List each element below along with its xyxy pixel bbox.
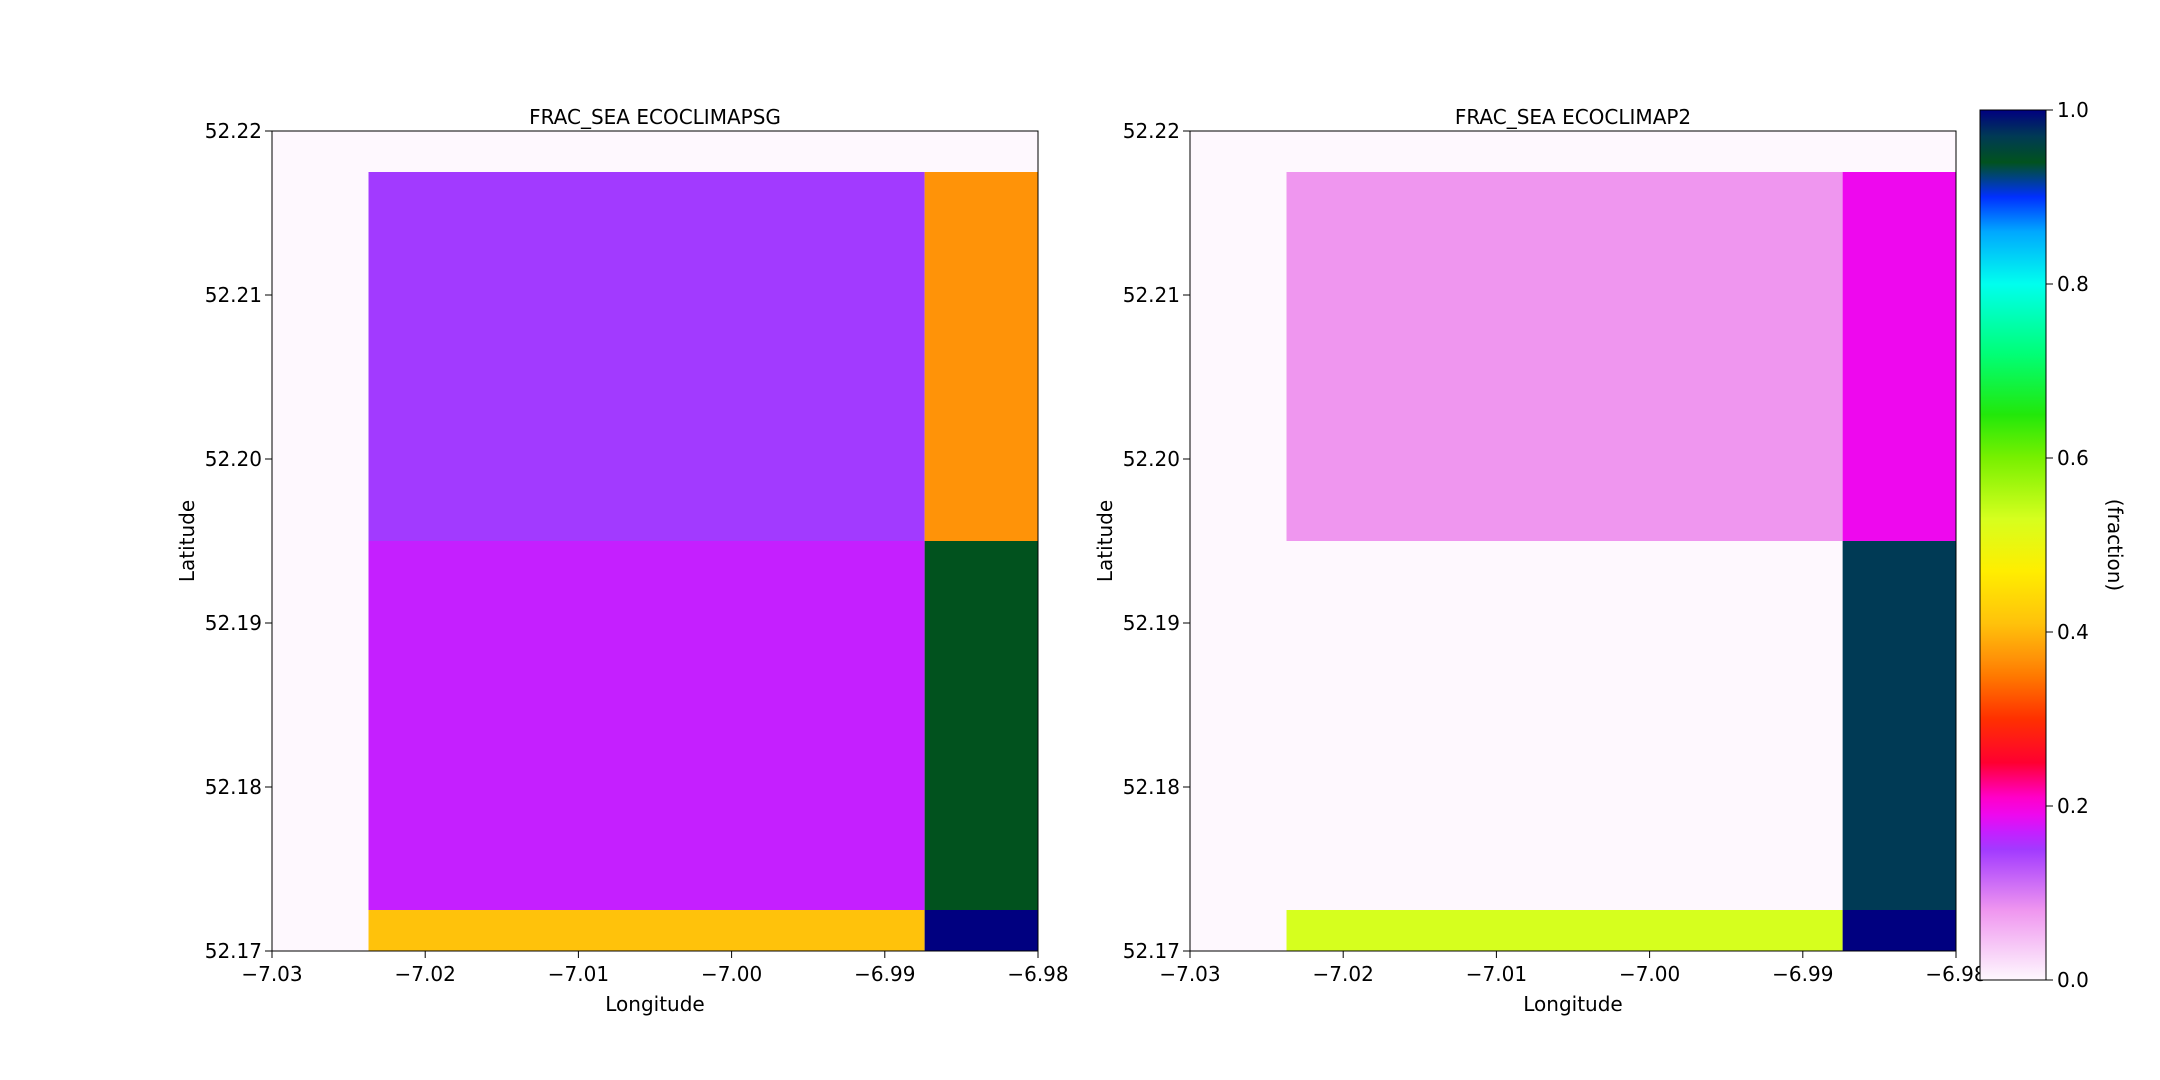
colorbar-tick-label: 0.8: [2057, 272, 2089, 296]
x-tick-label: −7.02: [1313, 962, 1374, 986]
y-tick-label: 52.21: [205, 283, 262, 307]
x-tick-label: −7.00: [1619, 962, 1680, 986]
y-tick-label: 52.17: [205, 939, 262, 963]
panel-ecoclimapsg: −7.03 −7.02 −7.01 −7.00 −6.99 −6.98 52.17 52.18…: [175, 105, 1069, 1016]
colorbar-tick-label: 0.6: [2057, 446, 2089, 470]
x-tick-label: −6.99: [1772, 962, 1833, 986]
x-tick-label: −7.02: [395, 962, 456, 986]
y-axis-label: Latitude: [1093, 500, 1117, 582]
x-tick-label: −6.99: [854, 962, 915, 986]
heatmap-cell: [924, 541, 1038, 910]
y-tick-label: 52.19: [205, 611, 262, 635]
y-axis-label: Latitude: [175, 500, 199, 582]
x-tick-label: −7.03: [241, 962, 302, 986]
x-tick-label: −7.03: [1159, 962, 1220, 986]
heatmap-cell: [924, 172, 1038, 541]
colorbar-tick-label: 1.0: [2057, 98, 2089, 122]
heatmap-cell: [924, 910, 1038, 951]
chart-title: FRAC_SEA ECOCLIMAPSG: [529, 105, 781, 129]
plot-frame: [271, 130, 1039, 952]
panel-ecoclimap2: −7.03 −7.02 −7.01 −7.00 −6.99 −6.98 52.17 52.18…: [1093, 105, 1987, 1016]
y-tick-label: 52.20: [1123, 447, 1180, 471]
y-tick-label: 52.18: [1123, 775, 1180, 799]
colorbar-tick-label: 0.0: [2057, 968, 2089, 992]
x-tick-label: −7.00: [701, 962, 762, 986]
x-axis-label: Longitude: [1523, 992, 1622, 1016]
heatmap-cell: [1842, 541, 1956, 910]
y-tick-label: 52.19: [1123, 611, 1180, 635]
heatmap-cell: [1842, 910, 1956, 951]
y-tick-label: 52.20: [205, 447, 262, 471]
colorbar-tick-label: 0.4: [2057, 620, 2089, 644]
y-tick-label: 52.21: [1123, 283, 1180, 307]
y-tick-label: 52.17: [1123, 939, 1180, 963]
heatmap-cell: [1286, 910, 1843, 951]
y-tick-label: 52.22: [1123, 119, 1180, 143]
x-axis-label: Longitude: [605, 992, 704, 1016]
x-tick-label: −7.01: [548, 962, 609, 986]
colorbar-label: (fraction): [2103, 499, 2127, 591]
heatmap-cell: [1842, 172, 1956, 541]
x-tick-label: −6.98: [1007, 962, 1068, 986]
heatmap-cell: [1286, 541, 1843, 910]
colorbar: 0.0 0.2 0.4 0.6 0.8 1.0 (fraction): [1979, 98, 2127, 992]
y-tick-label: 52.22: [205, 119, 262, 143]
y-tick-label: 52.18: [205, 775, 262, 799]
plot-frame: [1189, 130, 1957, 952]
x-tick-label: −7.01: [1466, 962, 1527, 986]
heatmap-cell: [1286, 172, 1843, 541]
colorbar-tick-label: 0.2: [2057, 794, 2089, 818]
heatmap-cell: [368, 910, 925, 951]
colorbar-ticks: 0.0 0.2 0.4 0.6 0.8 1.0: [2046, 98, 2089, 992]
x-tick-label: −6.98: [1925, 962, 1986, 986]
colorbar-gradient: [1979, 109, 2047, 981]
heatmap-cell: [368, 541, 925, 910]
chart-title: FRAC_SEA ECOCLIMAP2: [1455, 105, 1691, 129]
heatmap-cell: [368, 172, 925, 541]
